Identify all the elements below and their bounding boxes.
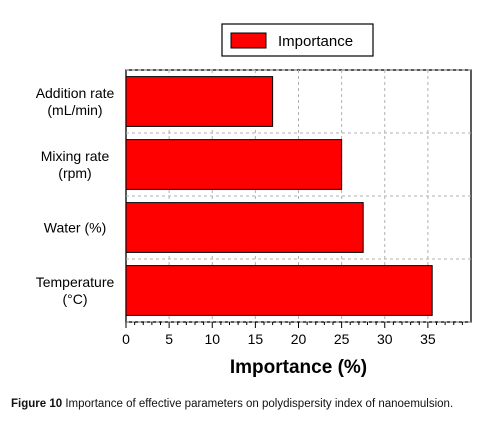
bar: [125, 76, 274, 127]
bar-chart: Addition rate(mL/min) Mixing rate(rpm) Wat…: [36, 23, 472, 378]
legend-swatch: [230, 32, 267, 49]
x-tick-label: 10: [204, 331, 220, 347]
category-label: (°C): [62, 291, 87, 307]
x-tick-label: 25: [334, 331, 350, 347]
category-label: Addition rate: [36, 85, 115, 101]
bar: [125, 265, 433, 316]
legend-box: [221, 23, 374, 57]
figure-caption-text: Importance of effective parameters on po…: [65, 398, 454, 410]
x-axis-title: Importance (%): [230, 357, 367, 378]
x-tick-label: 35: [420, 331, 436, 347]
x-tick-label: 0: [122, 331, 130, 347]
category-label: (rpm): [58, 165, 91, 181]
category-label: Water (%): [44, 220, 106, 236]
x-tick-label: 5: [165, 331, 173, 347]
figure-label: Figure 10: [11, 398, 63, 410]
bar: [125, 139, 343, 190]
x-tick-label: 15: [248, 331, 264, 347]
figure-caption: Figure 10 Importance of effective parame…: [11, 396, 489, 413]
category-label: Mixing rate: [41, 148, 110, 164]
category-label: (mL/min): [47, 102, 102, 118]
x-tick-label: 30: [377, 331, 393, 347]
category-label: Temperature: [36, 274, 115, 290]
x-tick-label: 20: [291, 331, 307, 347]
legend-label: Importance: [278, 33, 353, 50]
bar: [125, 202, 364, 253]
